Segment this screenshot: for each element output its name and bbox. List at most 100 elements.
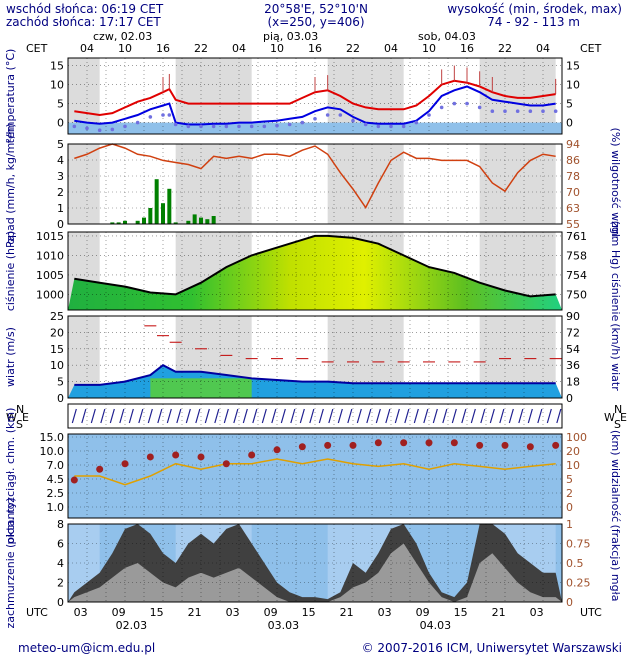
cover-low [68,543,562,602]
bottom-hour-3: 21 [188,606,202,619]
cloud-ytick-right-5: 100 [566,431,587,444]
dew-point-14 [237,124,241,129]
cover-ytick-right-4: 1 [566,518,573,531]
precip-bar-5 [148,208,153,224]
wind-arrow-11 [100,408,106,424]
dew-point-9 [173,122,178,127]
precip-bar-11 [192,214,197,224]
dew-point-25 [376,124,381,129]
precip-ytick-4: 4 [57,154,64,167]
panel-3: 0 5 10 15 20 25 0 18 36 54 72 90 wiatr (m/s) (km/h) w… [4,310,622,405]
dew-point-18 [287,122,292,127]
wind-ytick-right-3: 54 [566,343,580,356]
panel-1-frame [67,143,563,225]
bottom-hour-5: 09 [264,606,278,619]
cloud-ytick-5: 15.0 [40,431,65,444]
cover-ytick-right-0: 0 [566,596,573,609]
wind-arrow-71 [290,408,296,424]
bottom-hour-9: 09 [416,606,430,619]
cloud-top-8 [273,446,281,454]
pressure-ytick-0: 1000 [36,288,64,301]
bottom-hour-2: 15 [150,606,164,619]
top-hour-10: 16 [460,42,474,55]
wind-arrow-119 [442,408,448,424]
wind-arrow-26 [147,408,153,424]
dew-point-36 [515,109,520,113]
precip-ytick-right-1: 63 [566,202,580,215]
precip-bar-6 [154,179,159,224]
coords-text: 20°58'E, 52°10'N [264,2,368,16]
wind-arrow-116 [432,408,438,424]
height-title: wysokość (min, środek, max) [447,2,622,16]
dew-point-35 [503,109,507,113]
precip-bar-4 [142,217,146,224]
pressure-ytick-right-2: 758 [566,249,587,262]
dew-point-28 [414,120,419,125]
wind-arrow-65 [271,408,277,424]
cloud-ytick-right-3: 10 [566,459,580,472]
wind-arrow-98 [375,408,381,424]
precip-bar-10 [186,220,191,224]
cloud-top-11 [349,441,357,449]
cloud-top-12 [374,439,382,447]
wind-ytick-right-4: 72 [566,326,580,339]
precip-ytick-2: 2 [57,186,64,199]
panel-1-night-3 [479,144,556,224]
wind-arrow-62 [261,408,267,424]
precip-ytick-1: 1 [57,202,64,215]
dew-point-13 [224,124,229,129]
wind-arrow-140 [508,408,514,424]
top-hour-9: 10 [422,42,436,55]
dew-point-21 [325,113,330,117]
compass-w-left: W [6,411,17,424]
cloud-top-5 [197,453,205,461]
compass-w-right: W [604,411,615,424]
precip-bar-2 [123,220,127,224]
wind-arrow-14 [109,408,115,424]
dew-point-30 [439,105,444,110]
dew-point-11 [199,124,203,129]
cloud-top-19 [552,441,560,449]
panel-4-frame [67,403,563,429]
pressure-ytick-2: 1010 [36,249,64,262]
wind-arrow-131 [480,408,486,424]
wind-arrow-89 [347,408,353,424]
cloud-top-6 [222,460,230,468]
wind-arrow-50 [223,408,229,424]
wind-arrow-29 [157,408,163,424]
top-day-0: czw, 02.03 [93,30,152,43]
panel-3-frame [67,315,563,399]
precip-bar-8 [167,188,172,224]
cloud-top-7 [248,451,256,459]
cover-ytick-3: 6 [57,538,64,551]
wind-ytick-4: 20 [50,326,64,339]
precip-ytick-right-3: 78 [566,170,580,183]
bottom-date-0: 02.03 [116,619,148,632]
bottom-hour-11: 21 [492,606,506,619]
dew-point-23 [351,118,355,123]
panel-6-frame [67,523,563,603]
wind-arrow-101 [385,408,391,424]
top-hour-labels: 04 10 16 22 04 10 16 22 04 10 16 22 04 [80,42,550,55]
wind-ytick-right-2: 36 [566,359,580,372]
pressure-ylabel-right: (mm Hg) ciśnienie [609,221,622,322]
bottom-date-2: 04.03 [420,619,452,632]
cloud-ytick-3: 7.0 [47,459,65,472]
compass-s-left: S [16,418,23,431]
temp-ytick-right-0: 0 [566,117,573,130]
precip-bar-9 [173,222,178,224]
wind-arrow-23 [138,408,144,424]
wind-arrow-122 [451,408,457,424]
top-hour-2: 16 [156,42,170,55]
compass-e-left: E [22,411,29,424]
panel-2: 1000 1005 1010 1015 750 754 758 761 ciśnienie (h… [4,221,622,322]
series-pressure [74,234,556,298]
cloud-top-18 [526,443,534,451]
top-hour-3: 22 [194,42,208,55]
dew-point-31 [452,101,457,106]
wind-arrow-155 [556,408,562,424]
series-max [74,79,556,117]
dew-point-32 [465,101,469,106]
precip-ytick-5: 5 [57,138,64,151]
